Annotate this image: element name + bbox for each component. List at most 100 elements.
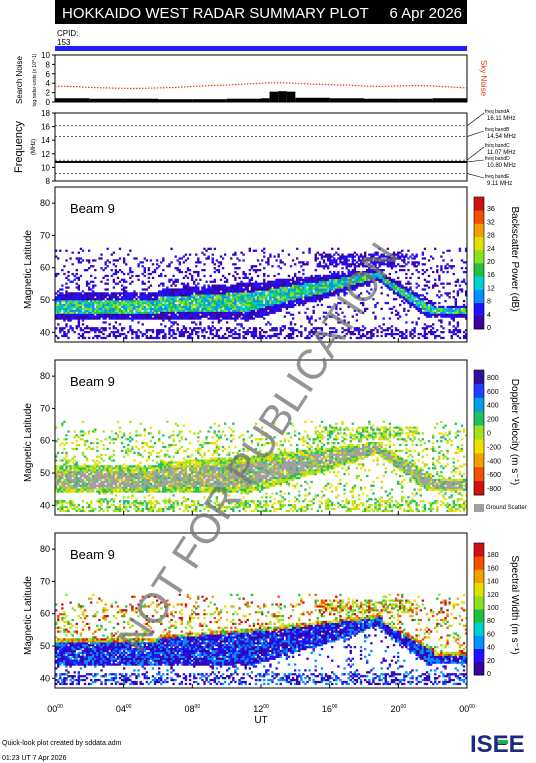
data-cell: [125, 473, 128, 476]
freq-ytick-label: 8: [46, 177, 51, 186]
data-cell: [100, 453, 103, 456]
data-cell: [85, 459, 89, 462]
data-cell: [304, 284, 307, 287]
data-cell: [98, 509, 101, 513]
data-cell: [184, 331, 188, 334]
data-cell: [79, 509, 83, 513]
data-cell: [324, 282, 328, 285]
data-cell: [63, 272, 66, 276]
data-cell: [279, 332, 282, 336]
data-cell: [341, 290, 344, 293]
data-cell: [137, 315, 140, 318]
data-cell: [160, 298, 163, 301]
data-cell: [370, 329, 373, 332]
data-cell: [137, 434, 140, 437]
data-cell: [172, 311, 175, 314]
data-cell: [94, 309, 97, 312]
data-cell: [438, 313, 441, 316]
data-cell: [366, 282, 369, 285]
data-cell: [401, 253, 404, 256]
data-cell: [65, 465, 68, 468]
data-cell: [349, 276, 352, 280]
data-cell: [197, 292, 200, 295]
data-cell: [98, 294, 101, 297]
data-cell: [273, 334, 276, 338]
data-cell: [436, 334, 439, 338]
data-cell: [87, 282, 91, 285]
data-cell: [324, 263, 328, 266]
data-cell: [240, 305, 243, 309]
data-cell: [102, 467, 105, 470]
data-cell: [328, 261, 332, 264]
data-cell: [215, 334, 219, 338]
data-cell: [335, 282, 338, 285]
data-cell: [112, 467, 116, 470]
data-cell: [355, 282, 359, 285]
data-cell: [85, 303, 89, 307]
data-cell: [328, 284, 332, 287]
data-cell: [139, 298, 142, 301]
data-cell: [394, 257, 398, 260]
data-cell: [131, 474, 134, 478]
data-cell: [250, 294, 254, 297]
data-cell: [460, 290, 464, 293]
data-cell: [384, 332, 387, 336]
data-cell: [71, 478, 74, 482]
data-cell: [339, 284, 342, 287]
data-cell: [240, 284, 243, 287]
data-cell: [85, 305, 89, 309]
data-cell: [248, 249, 251, 252]
data-cell: [378, 247, 381, 250]
data-cell: [61, 294, 64, 297]
data-cell: [421, 294, 425, 297]
data-cell: [184, 298, 188, 301]
data-cell: [94, 467, 97, 470]
data-cell: [131, 478, 134, 482]
data-cell: [147, 317, 151, 320]
data-cell: [405, 288, 408, 291]
data-cell: [458, 288, 462, 291]
data-cell: [283, 298, 287, 301]
data-cell: [104, 305, 107, 309]
data-cell: [357, 309, 361, 312]
data-cell: [242, 331, 245, 334]
data-cell: [440, 265, 443, 268]
data-cell: [102, 321, 105, 324]
data-cell: [281, 296, 284, 299]
search-noise-bar: [55, 98, 90, 102]
data-cell: [318, 336, 322, 340]
data-cell: [380, 270, 383, 274]
data-cell: [277, 278, 280, 281]
data-cell: [242, 294, 245, 297]
data-cell: [67, 278, 70, 281]
data-cell: [125, 300, 128, 303]
data-cell: [182, 300, 186, 303]
data-cell: [100, 280, 103, 283]
data-cell: [205, 305, 208, 309]
data-cell: [396, 290, 400, 293]
data-cell: [96, 449, 99, 453]
data-cell: [215, 311, 219, 314]
data-cell: [106, 292, 109, 295]
data-cell: [298, 298, 301, 301]
data-cell: [396, 294, 400, 297]
data-cell: [246, 284, 249, 287]
data-cell: [139, 484, 142, 487]
data-cell: [411, 272, 414, 276]
data-cell: [316, 274, 319, 278]
data-cell: [252, 303, 256, 307]
data-cell: [335, 331, 338, 334]
data-cell: [96, 292, 99, 295]
data-cell: [94, 329, 97, 332]
data-cell: [59, 465, 62, 468]
data-cell: [333, 265, 336, 268]
data-cell: [234, 292, 237, 295]
data-cell: [236, 300, 239, 303]
data-cell: [337, 247, 340, 250]
data-cell: [345, 261, 348, 264]
data-cell: [250, 315, 254, 318]
data-cell: [328, 274, 332, 278]
data-cell: [209, 247, 212, 250]
data-cell: [234, 251, 237, 254]
data-cell: [77, 300, 81, 303]
